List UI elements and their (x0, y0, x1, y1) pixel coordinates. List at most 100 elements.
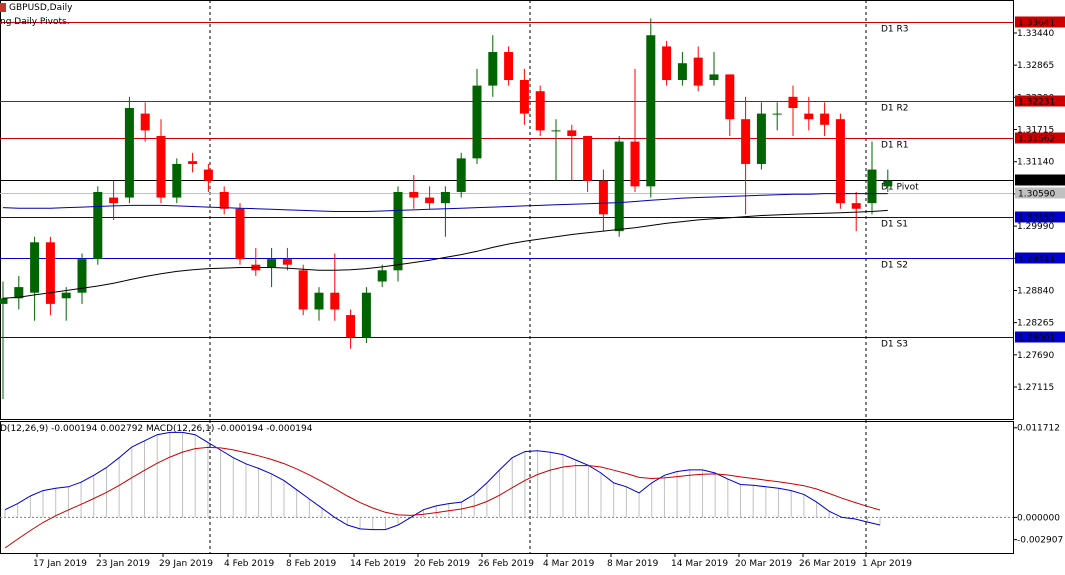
current-price-label: 1.30590 (1018, 190, 1055, 200)
x-tick-label-5: 14 Feb 2019 (350, 559, 406, 569)
x-tick-label-4: 8 Feb 2019 (286, 559, 337, 569)
candle-body-28 (440, 191, 450, 204)
y-tick-label-3: 1.31715 (1017, 126, 1054, 136)
candle-body-3 (45, 242, 55, 304)
candle-body-48 (756, 113, 766, 164)
pivot-price-box-2 (1015, 132, 1065, 144)
candle-body-9 (140, 113, 150, 131)
candle-body-42 (662, 46, 672, 81)
candle-body-52 (820, 113, 830, 125)
pivot-label-2: D1 R1 (881, 141, 909, 151)
y-tick-label-0: 1.33440 (1017, 29, 1054, 39)
macd-panel-frame (0, 421, 1014, 554)
pivot-price-label-6: 1.28001 (1018, 334, 1055, 344)
pivot-price-label-3: 1.30821 (1018, 177, 1055, 187)
x-tick-label-11: 20 Mar 2019 (735, 559, 792, 569)
candle-body-6 (93, 191, 103, 260)
candle-body-1 (14, 287, 24, 299)
candle-body-10 (156, 135, 166, 198)
candle-body-22 (346, 315, 356, 338)
candle-body-36 (567, 130, 577, 136)
main-panel-frame (0, 0, 1014, 420)
x-tick-label-9: 8 Mar 2019 (607, 559, 659, 569)
pivot-price-box-1 (1015, 95, 1065, 107)
candle-body-32 (504, 52, 514, 81)
pivot-price-label-0: 1.33641 (1018, 19, 1055, 29)
candle-body-50 (788, 96, 798, 108)
x-tick-label-12: 26 Mar 2019 (799, 559, 856, 569)
y-tick-label-6: 1.29990 (1017, 222, 1054, 232)
pivot-label-1: D1 R2 (881, 104, 909, 114)
candle-body-5 (77, 259, 87, 293)
x-tick-label-6: 20 Feb 2019 (414, 559, 470, 569)
candle-body-13 (203, 169, 213, 181)
pivot-price-box-5 (1015, 252, 1065, 264)
x-tick-label-8: 4 Mar 2019 (543, 559, 595, 569)
pivot-price-label-5: 1.29411 (1018, 255, 1055, 265)
x-tick-label-7: 26 Feb 2019 (478, 559, 534, 569)
candle-body-34 (535, 91, 545, 131)
candle-body-40 (630, 141, 640, 187)
candle-body-20 (314, 292, 324, 310)
pivot-price-box-0 (1015, 16, 1065, 28)
candle-body-25 (393, 191, 403, 271)
candle-body-46 (725, 74, 735, 120)
candle-body-4 (61, 292, 71, 299)
candle-body-17 (267, 259, 277, 268)
pivot-price-box-6 (1015, 331, 1065, 343)
ma-fast-line (2, 193, 888, 212)
pivot-label-3: D1 Pivot (881, 183, 919, 193)
pivot-label-5: D1 S2 (881, 261, 908, 271)
candle-body-33 (519, 80, 529, 114)
symbol-icon (0, 3, 6, 12)
x-tick-label-2: 29 Jan 2019 (159, 559, 213, 569)
candle-body-39 (614, 141, 624, 232)
candle-body-7 (109, 197, 119, 204)
candle-body-15 (235, 208, 245, 260)
macd-y-tick-label-0: 0.011712 (1017, 424, 1060, 434)
candle-body-56 (883, 180, 893, 187)
y-tick-label-9: 1.28265 (1017, 319, 1054, 329)
pivot-label-0: D1 R3 (881, 25, 909, 35)
candle-body-31 (488, 52, 498, 86)
candle-body-12 (188, 161, 198, 164)
y-tick-label-10: 1.27690 (1017, 351, 1054, 361)
macd-y-tick-label-2: -0.002907 (1017, 536, 1063, 546)
pivot-label-6: D1 S3 (881, 340, 908, 350)
candle-body-37 (583, 135, 593, 181)
candle-body-55 (867, 169, 877, 204)
pivot-price-label-2: 1.31562 (1018, 135, 1055, 145)
x-tick-label-0: 17 Jan 2019 (33, 559, 87, 569)
candle-body-26 (409, 191, 419, 198)
macd-signal-line (4, 446, 881, 549)
macd-line (4, 431, 881, 531)
candle-body-18 (282, 259, 292, 265)
ma-slow-line (2, 209, 888, 299)
candle-body-54 (851, 203, 861, 209)
symbol-label: GBPUSD,Daily (9, 3, 73, 13)
candle-body-23 (361, 292, 371, 338)
x-tick-label-1: 23 Jan 2019 (96, 559, 150, 569)
y-tick-label-4: 1.31140 (1017, 158, 1054, 168)
candle-body-53 (835, 119, 845, 204)
candle-body-8 (124, 107, 134, 198)
y-tick-label-1: 1.32865 (1017, 61, 1054, 71)
candle-body-45 (709, 74, 719, 81)
pivot-label-4: D1 S1 (881, 220, 908, 230)
candle-body-47 (741, 119, 751, 164)
candle-body-35 (551, 130, 561, 132)
candle-body-44 (693, 57, 703, 86)
candle-body-43 (677, 63, 687, 81)
pivot-price-label-4: 1.30152 (1018, 214, 1055, 224)
candle-body-49 (772, 113, 782, 115)
current-price-box (1015, 187, 1065, 199)
candle-body-24 (377, 270, 387, 282)
candle-body-14 (219, 191, 229, 209)
candle-body-19 (298, 270, 308, 310)
candle-body-38 (598, 180, 608, 215)
pivot-price-box-4 (1015, 211, 1065, 223)
y-tick-label-8: 1.28840 (1017, 286, 1054, 296)
candle-body-29 (456, 158, 466, 192)
